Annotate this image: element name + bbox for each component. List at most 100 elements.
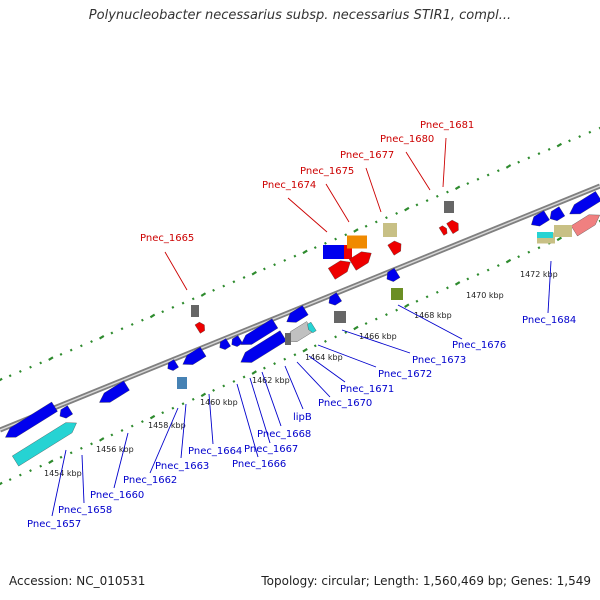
gene-label-forward: Pnec_1675: [300, 166, 354, 177]
gene-label-forward: Pnec_1665: [140, 233, 194, 244]
kbp-label: 1466 kbp: [359, 332, 397, 341]
gene-label-reverse: Pnec_1672: [378, 369, 432, 380]
tick-mark: [537, 246, 541, 250]
leader-line: [113, 432, 129, 489]
kbp-label: 1462 kbp: [252, 376, 290, 385]
gene-label-forward: Pnec_1677: [340, 150, 394, 161]
tick-mark: [476, 273, 480, 276]
tick-mark: [90, 442, 93, 446]
gene-arrow: [194, 321, 205, 334]
tick-mark: [232, 380, 236, 383]
tick-mark: [0, 481, 3, 486]
tick-mark: [39, 361, 43, 365]
leader-line: [325, 183, 350, 223]
tick-mark: [334, 237, 338, 241]
kbp-label: 1460 kbp: [200, 398, 238, 407]
tick-mark: [313, 344, 317, 348]
tick-mark: [161, 310, 165, 314]
gene-box: [444, 201, 454, 213]
tick-mark: [48, 459, 54, 464]
leader-line: [208, 393, 214, 445]
gene-label-reverse: Pnec_1663: [155, 461, 209, 472]
tick-mark: [149, 414, 156, 420]
tick-mark: [232, 280, 236, 284]
gene-label-reverse: Pnec_1668: [257, 429, 311, 440]
tick-mark: [120, 429, 124, 432]
tick-mark: [200, 292, 207, 297]
leader-line: [261, 371, 282, 427]
tick-mark: [120, 327, 124, 331]
tick-mark: [212, 288, 215, 292]
tick-mark: [171, 305, 175, 309]
gene-arrow: [549, 206, 566, 221]
tick-mark: [222, 284, 226, 288]
tick-mark: [435, 290, 439, 294]
tick-mark: [29, 365, 32, 369]
tick-mark: [262, 366, 266, 370]
tick-mark: [283, 258, 287, 262]
gene-arrow: [387, 240, 402, 256]
leader-line: [81, 454, 85, 504]
tick-mark: [302, 249, 308, 255]
tick-mark: [446, 286, 449, 290]
tick-mark: [505, 164, 512, 169]
tick-mark: [486, 268, 490, 272]
tick-mark: [8, 374, 12, 378]
gene-arrow: [182, 346, 207, 365]
tick-mark: [466, 277, 470, 281]
gene-arrow: [569, 191, 600, 215]
leader-line: [51, 449, 67, 517]
genome-summary-text: Topology: circular; Length: 1,560,469 bp…: [261, 574, 591, 588]
leader-line: [180, 403, 187, 459]
leader-line: [308, 355, 346, 383]
tick-mark: [140, 420, 144, 424]
tick-mark: [404, 303, 410, 308]
gene-box: [334, 311, 346, 323]
tick-mark: [537, 152, 541, 156]
leader-line: [296, 361, 331, 398]
tick-mark: [59, 352, 63, 356]
kbp-label: 1454 kbp: [44, 469, 82, 478]
tick-mark: [496, 264, 500, 268]
gene-box: [537, 232, 553, 238]
tick-mark: [344, 233, 348, 237]
tick-mark: [79, 446, 83, 450]
tick-mark: [79, 344, 83, 348]
tick-mark: [364, 224, 368, 228]
gene-label-reverse: Pnec_1660: [90, 490, 144, 501]
tick-mark: [98, 335, 105, 340]
tick-mark: [110, 433, 114, 437]
kbp-label: 1464 kbp: [305, 353, 343, 362]
tick-mark: [242, 276, 246, 279]
gene-label-reverse: Pnec_1671: [340, 384, 394, 395]
leader-line: [405, 151, 431, 191]
tick-mark: [273, 362, 277, 366]
gene-arrow: [5, 401, 58, 438]
leader-line: [365, 167, 382, 213]
tick-mark: [98, 437, 105, 442]
leader-line: [547, 260, 552, 314]
tick-mark: [568, 139, 571, 143]
tick-mark: [588, 130, 592, 134]
tick-mark: [476, 177, 480, 181]
tick-mark: [181, 301, 185, 305]
gene-label-reverse: Pnec_1670: [318, 398, 372, 409]
gene-label-reverse: Pnec_1657: [27, 519, 81, 530]
gene-label-reverse: Pnec_1662: [123, 475, 177, 486]
tick-mark: [222, 384, 226, 388]
leader-line: [149, 407, 179, 474]
tick-mark: [242, 375, 246, 379]
leader-line: [317, 344, 377, 368]
gene-arrow: [59, 405, 73, 419]
tick-mark: [598, 219, 600, 223]
gene-arrow: [240, 318, 279, 345]
tick-mark: [517, 160, 521, 164]
gene-label-reverse: lipB: [293, 412, 312, 423]
gene-arrow: [219, 338, 231, 350]
tick-mark: [556, 236, 563, 242]
gene-label-forward: Pnec_1681: [420, 120, 474, 131]
tick-mark: [527, 250, 531, 254]
gene-arrow: [328, 292, 342, 306]
tick-mark: [395, 211, 399, 215]
